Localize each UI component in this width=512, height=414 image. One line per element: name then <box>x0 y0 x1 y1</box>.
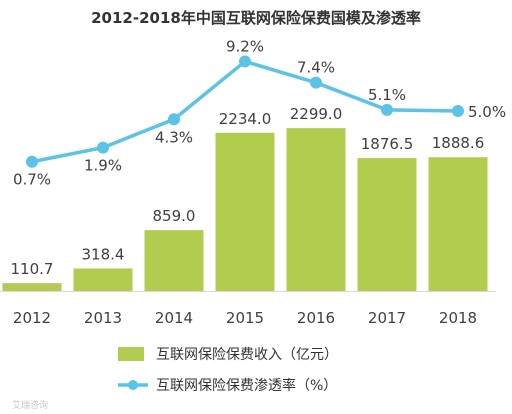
x-tick-2012: 2012 <box>13 309 51 327</box>
line-point-2016 <box>310 76 322 89</box>
x-tick-2015: 2015 <box>226 309 264 327</box>
line-label-2017: 5.1% <box>368 86 406 104</box>
legend-bar-label: 互联网保险保费收入（亿元） <box>156 347 338 363</box>
line-labels: 0.7% 1.9% 4.3% 9.2% 7.4% 5.1% 5.0% <box>13 37 506 188</box>
bar-2012 <box>2 283 62 291</box>
x-tick-2016: 2016 <box>297 309 335 327</box>
line-label-2015: 9.2% <box>226 37 264 55</box>
bar-2013 <box>73 268 133 291</box>
x-tick-2017: 2017 <box>368 309 406 327</box>
bar-2015 <box>215 132 275 291</box>
line-point-2015 <box>239 55 251 68</box>
line-point-2013 <box>97 141 109 154</box>
bar-label-2016: 2299.0 <box>290 105 343 123</box>
line-label-2012: 0.7% <box>13 171 51 189</box>
bar-label-2017: 1876.5 <box>361 135 414 153</box>
bar-2016 <box>286 128 346 291</box>
x-tick-2013: 2013 <box>84 309 122 327</box>
bar-label-2013: 318.4 <box>82 245 125 263</box>
line-label-2016: 7.4% <box>297 59 335 77</box>
legend-line-label: 互联网保险保费渗透率（%） <box>156 377 337 394</box>
line-label-2018: 5.0% <box>468 103 506 121</box>
x-tick-2018: 2018 <box>439 309 477 327</box>
bar-series <box>2 128 488 291</box>
bar-2014 <box>144 230 204 291</box>
bar-labels: 110.7 318.4 859.0 2234.0 2299.0 1876.5 1888.6 <box>11 105 485 278</box>
watermark-text: 艾瑞咨询 <box>12 399 48 411</box>
line-point-2014 <box>168 113 180 126</box>
legend-line-dot <box>128 380 138 390</box>
bar-2017 <box>357 158 417 291</box>
line-series <box>26 55 464 168</box>
bar-label-2018: 1888.6 <box>432 134 485 152</box>
bar-label-2014: 859.0 <box>153 207 196 225</box>
bar-label-2015: 2234.0 <box>219 110 272 128</box>
bar-label-2012: 110.7 <box>11 260 54 278</box>
line-point-2018 <box>452 105 464 117</box>
line-point-2012 <box>26 155 38 168</box>
legend: 互联网保险保费收入（亿元） 互联网保险保费渗透率（%） <box>118 347 338 394</box>
bar-2018 <box>428 157 488 291</box>
line-label-2013: 1.9% <box>84 157 122 175</box>
x-tick-2014: 2014 <box>155 309 193 327</box>
chart-title: 2012-2018年中国互联网保险保费国模及渗透率 <box>91 9 421 27</box>
line-label-2014: 4.3% <box>155 128 193 146</box>
line-point-2017 <box>381 103 393 116</box>
x-ticks: 2012 2013 2014 2015 2016 2017 2018 <box>13 309 477 327</box>
legend-bar-swatch <box>118 347 144 361</box>
